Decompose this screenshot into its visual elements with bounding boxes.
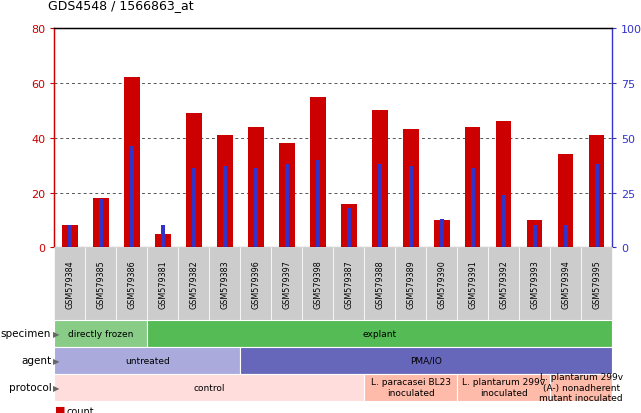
Text: PMA/IO: PMA/IO	[410, 356, 442, 365]
Bar	[248, 127, 263, 248]
Text: untreated: untreated	[125, 356, 170, 365]
Bar	[589, 135, 604, 248]
Bar	[285, 165, 288, 248]
Text: GSM579393: GSM579393	[530, 260, 539, 308]
Text: GDS4548 / 1566863_at: GDS4548 / 1566863_at	[48, 0, 194, 12]
Text: ▶: ▶	[53, 329, 59, 338]
Bar	[564, 226, 567, 248]
Text: GSM579388: GSM579388	[375, 260, 385, 308]
Bar	[124, 78, 140, 248]
Text: L. plantarum 299v
(A-) nonadherent
mutant inoculated: L. plantarum 299v (A-) nonadherent mutan…	[539, 373, 623, 402]
Bar	[316, 160, 320, 248]
Text: GSM579386: GSM579386	[128, 260, 137, 308]
Text: GSM579385: GSM579385	[96, 260, 106, 308]
Text: GSM579392: GSM579392	[499, 259, 508, 309]
Bar	[502, 195, 506, 248]
Text: protocol: protocol	[8, 382, 51, 392]
Text: GSM579381: GSM579381	[158, 260, 167, 308]
Text: GSM579394: GSM579394	[561, 260, 570, 308]
Text: ■: ■	[55, 405, 65, 413]
Bar	[279, 144, 295, 248]
Bar	[62, 226, 78, 248]
Text: directly frozen: directly frozen	[69, 329, 133, 338]
Text: GSM579383: GSM579383	[221, 260, 229, 308]
Text: L. plantarum 299v
inoculated: L. plantarum 299v inoculated	[462, 377, 545, 397]
Bar	[595, 165, 599, 248]
Bar	[527, 221, 542, 248]
Bar	[471, 169, 474, 248]
Text: GSM579397: GSM579397	[282, 259, 292, 309]
Bar	[341, 204, 356, 248]
Text: GSM579382: GSM579382	[189, 260, 199, 308]
Text: explant: explant	[363, 329, 397, 338]
Text: L. paracasei BL23
inoculated: L. paracasei BL23 inoculated	[370, 377, 451, 397]
Text: agent: agent	[21, 355, 51, 366]
Bar	[378, 165, 381, 248]
Bar	[558, 155, 574, 248]
Bar	[130, 147, 134, 248]
Bar	[372, 111, 388, 248]
Text: GSM579389: GSM579389	[406, 260, 415, 308]
Bar	[161, 226, 165, 248]
Bar	[155, 234, 171, 248]
Text: specimen: specimen	[1, 328, 51, 339]
Bar	[440, 219, 444, 248]
Text: ▶: ▶	[53, 356, 59, 365]
Bar	[186, 114, 202, 248]
Bar	[403, 130, 419, 248]
Text: count: count	[66, 406, 94, 413]
Text: GSM579390: GSM579390	[437, 260, 446, 308]
Bar	[533, 226, 537, 248]
Bar	[99, 199, 103, 248]
Bar	[496, 122, 512, 248]
Text: ▶: ▶	[53, 383, 59, 392]
Text: GSM579384: GSM579384	[65, 260, 74, 308]
Bar	[93, 199, 109, 248]
Text: GSM579387: GSM579387	[344, 260, 353, 308]
Text: GSM579398: GSM579398	[313, 260, 322, 308]
Bar	[68, 226, 72, 248]
Bar	[254, 169, 258, 248]
Bar	[217, 135, 233, 248]
Text: control: control	[194, 383, 225, 392]
Text: GSM579396: GSM579396	[251, 260, 260, 308]
Text: GSM579395: GSM579395	[592, 259, 601, 309]
Bar	[347, 209, 351, 248]
Bar	[409, 167, 413, 248]
Bar	[310, 97, 326, 248]
Bar	[192, 169, 196, 248]
Bar	[223, 167, 227, 248]
Bar	[465, 127, 481, 248]
Text: GSM579391: GSM579391	[468, 260, 478, 308]
Bar	[434, 221, 449, 248]
